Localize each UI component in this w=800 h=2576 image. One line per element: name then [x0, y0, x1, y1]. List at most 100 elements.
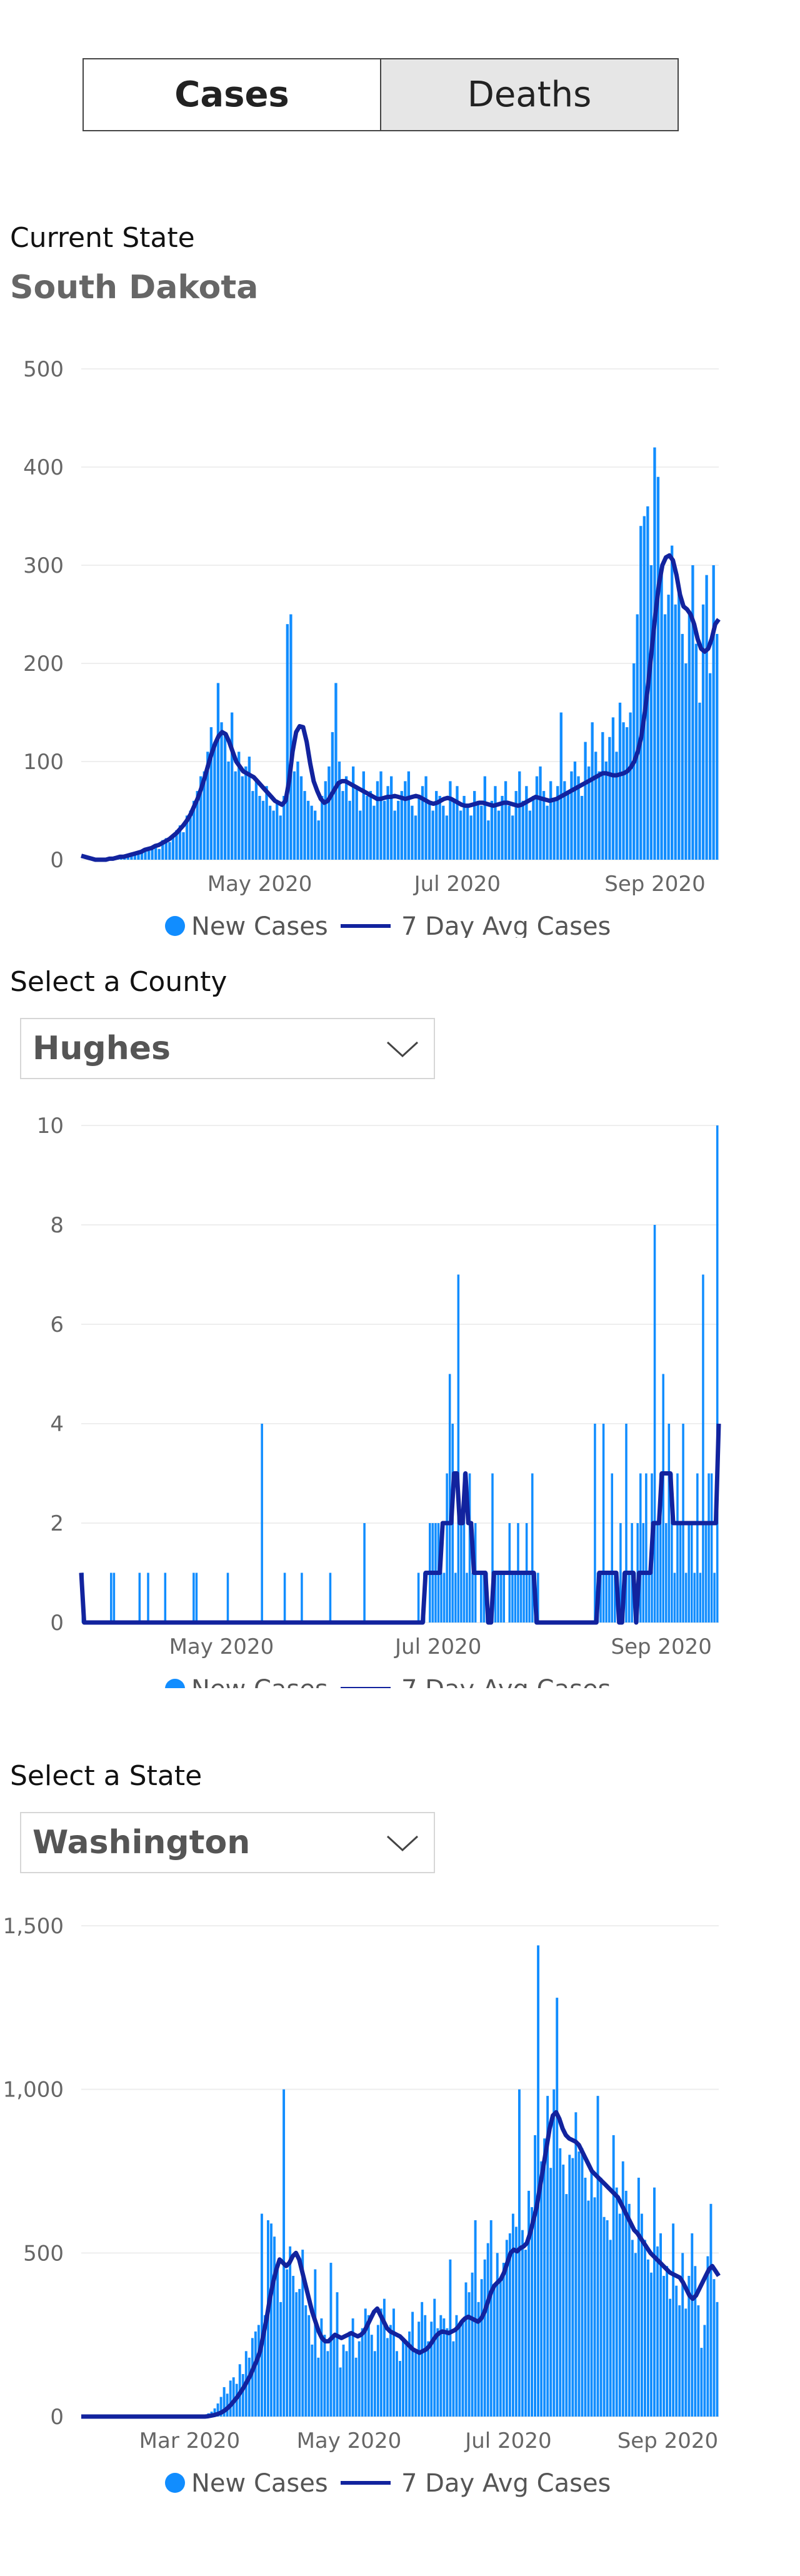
series-line-7-day-avg [81, 2110, 721, 2419]
x-tick-label: Mar 2020 [139, 2428, 240, 2453]
county-dropdown[interactable]: Hughes [20, 1018, 435, 1079]
bar [681, 633, 684, 860]
legend: New Cases 7 Day Avg Cases [165, 912, 611, 938]
bar [449, 781, 452, 860]
bar [334, 683, 338, 860]
bar [706, 2256, 709, 2417]
bar [559, 2148, 562, 2417]
bar [524, 2250, 527, 2417]
bar [282, 2089, 286, 2417]
bar [363, 1523, 366, 1623]
bar [674, 604, 677, 860]
bar [602, 1424, 605, 1623]
bar [369, 791, 372, 860]
bar [234, 771, 237, 860]
x-tick-label: Sep 2020 [604, 872, 705, 897]
bar [622, 722, 625, 860]
bar [625, 727, 629, 860]
bar [531, 1473, 534, 1623]
bar [574, 2112, 578, 2417]
bar [458, 2325, 461, 2417]
bar [370, 2335, 373, 2417]
bar [298, 2288, 301, 2417]
bar [694, 2266, 697, 2417]
bar [342, 2344, 345, 2417]
bar [352, 766, 355, 860]
bar [636, 614, 639, 860]
bar [427, 2341, 430, 2417]
y-tick-label: 10 [37, 1114, 64, 1139]
bar [289, 2246, 292, 2417]
bar [457, 1274, 460, 1623]
bar [164, 838, 168, 860]
bar [535, 776, 539, 860]
bar [471, 2272, 474, 2417]
bar [701, 604, 705, 860]
bar [552, 800, 556, 860]
bar [587, 2200, 590, 2417]
bar [351, 2318, 354, 2417]
bar [679, 1523, 682, 1623]
tab-deaths[interactable]: Deaths [381, 59, 678, 130]
y-tick-label: 1,500 [3, 1914, 64, 1939]
bar [612, 2135, 615, 2417]
bar [306, 800, 310, 860]
bar [260, 2213, 263, 2417]
south-dakota-chart: 0 100 200 300 400 500 May 2020 Jul 2020 Sep 2020… [23, 357, 721, 938]
bar [653, 447, 656, 860]
bar [669, 2298, 672, 2417]
tab-cases[interactable]: Cases [84, 59, 381, 130]
bar [508, 805, 511, 860]
bar [446, 2328, 449, 2417]
x-tick-label: Jul 2020 [464, 2428, 551, 2453]
state-select-label: Select a State [10, 1760, 202, 1792]
bar [625, 1424, 628, 1623]
bar [276, 800, 279, 860]
bar [537, 1572, 539, 1623]
legend-dot-icon [165, 1679, 185, 1688]
bar [483, 776, 486, 860]
bar [563, 781, 566, 860]
bar [311, 2344, 314, 2417]
bar [480, 805, 483, 860]
bar [232, 2377, 235, 2417]
bar [276, 2263, 279, 2417]
bar [303, 791, 306, 860]
bar [542, 791, 546, 860]
state-dropdown[interactable]: Washington [20, 1812, 435, 1873]
bar [528, 2190, 530, 2417]
bar [147, 1572, 149, 1623]
bar [566, 791, 570, 860]
bar [621, 2161, 624, 2417]
legend-label-new-cases: New Cases [191, 1675, 328, 1688]
bar [624, 2190, 628, 2417]
state-section-label: Current State [10, 222, 195, 254]
bar [700, 2348, 703, 2417]
bar [279, 2302, 282, 2417]
bar [678, 2305, 681, 2417]
y-tick-label: 100 [23, 750, 64, 775]
y-tick-label: 500 [23, 2241, 64, 2266]
bar [241, 776, 244, 860]
bar [629, 712, 632, 860]
bar [490, 800, 494, 860]
bar [473, 791, 476, 860]
bar [492, 2285, 496, 2417]
bar [147, 850, 151, 860]
y-tick-label: 0 [50, 2405, 64, 2430]
bar [483, 2259, 486, 2417]
bar [314, 2269, 317, 2417]
bar [608, 1572, 611, 1623]
bar [304, 2305, 308, 2417]
bar [494, 786, 497, 860]
bar [220, 722, 223, 860]
bar [373, 2351, 376, 2417]
bar [543, 2138, 546, 2417]
bar [367, 2315, 370, 2417]
bar [270, 2223, 272, 2417]
bar [286, 2269, 289, 2417]
bar [144, 848, 147, 860]
bar [317, 820, 320, 860]
bar [577, 776, 580, 860]
bar [112, 1572, 116, 1623]
